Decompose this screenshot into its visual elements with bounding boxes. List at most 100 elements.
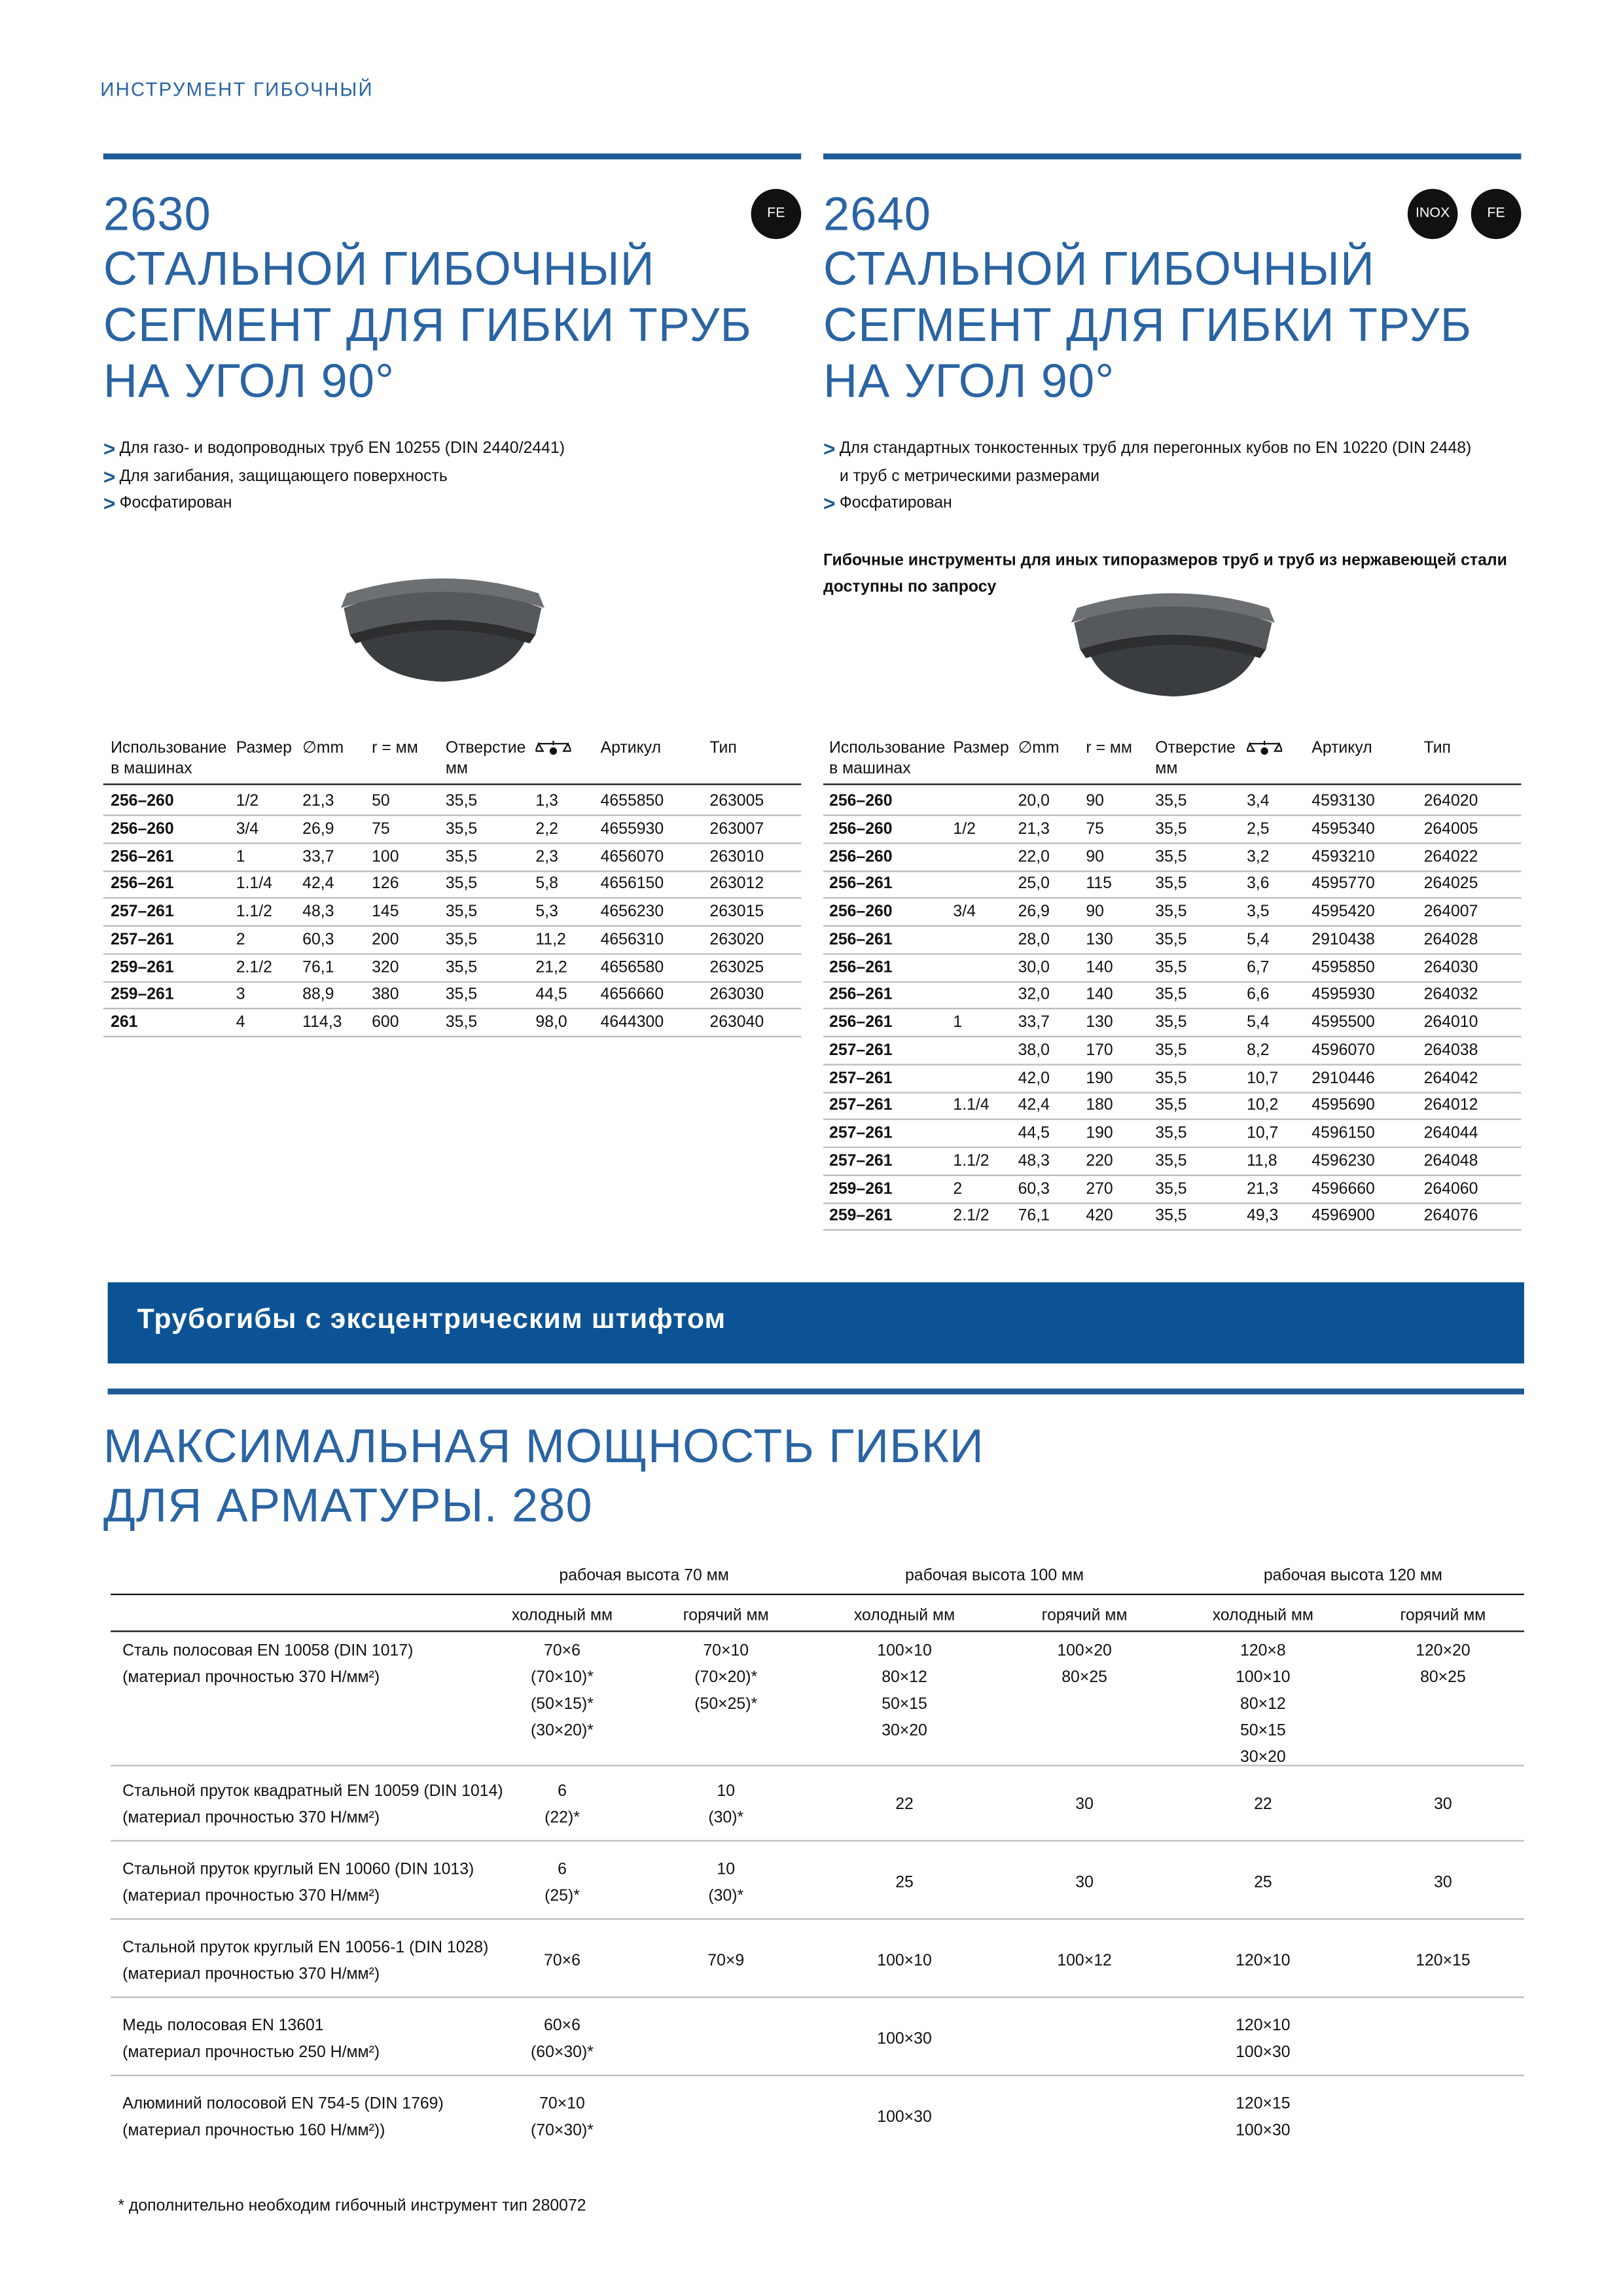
table-cell: 35,5 bbox=[445, 848, 478, 866]
header-rule bbox=[823, 783, 1522, 785]
row-rule bbox=[111, 2074, 1524, 2077]
table-cell: 75 bbox=[1086, 819, 1104, 838]
table-cell: 3,5 bbox=[1247, 903, 1270, 921]
table-cell: 4656580 bbox=[600, 958, 664, 977]
table-cell: 10,2 bbox=[1247, 1096, 1279, 1115]
row-rule bbox=[103, 842, 802, 844]
table-cell: 3,6 bbox=[1247, 875, 1270, 893]
table-cell: 35,5 bbox=[445, 958, 478, 977]
row-rule bbox=[103, 870, 802, 872]
cell: 80×25 bbox=[1420, 1668, 1466, 1687]
row-rule bbox=[823, 897, 1522, 899]
product-title: СТАЛЬНОЙ ГИБОЧНЫЙ bbox=[103, 242, 655, 295]
product-code: 2640 bbox=[823, 187, 932, 241]
table-cell: 263007 bbox=[709, 819, 764, 838]
table-cell: 263010 bbox=[709, 848, 764, 866]
table-cell: 22,0 bbox=[1018, 848, 1050, 866]
material: (материал прочностью 370 Н/мм²) bbox=[122, 1965, 380, 1984]
table-cell: 1,3 bbox=[535, 792, 558, 810]
row-rule bbox=[823, 842, 1522, 844]
table-cell: 3 bbox=[236, 986, 245, 1004]
cell: 30×20 bbox=[1240, 1748, 1286, 1767]
table-cell: 4596070 bbox=[1311, 1041, 1375, 1060]
cell: (70×20)* bbox=[694, 1668, 758, 1687]
table-header: r = мм bbox=[1086, 739, 1132, 757]
table-cell: 35,5 bbox=[445, 819, 478, 838]
table-cell: 180 bbox=[1086, 1096, 1113, 1115]
cell: 30×20 bbox=[882, 1722, 927, 1740]
table-cell: 4595420 bbox=[1311, 903, 1375, 921]
table-cell: 6,6 bbox=[1247, 986, 1270, 1004]
table-cell: 264010 bbox=[1423, 1013, 1478, 1031]
row-rule bbox=[103, 925, 802, 927]
material: (материал прочностью 160 Н/мм²)) bbox=[122, 2122, 385, 2140]
table-cell: 4655930 bbox=[600, 819, 664, 838]
header-rule bbox=[111, 1593, 1524, 1596]
rule bbox=[103, 153, 802, 160]
bullet-marker: > bbox=[823, 437, 836, 461]
table-cell: 220 bbox=[1086, 1152, 1113, 1170]
cell: 70×6 bbox=[544, 1642, 580, 1660]
table-cell: 35,5 bbox=[1155, 1041, 1187, 1060]
table-cell: 10,7 bbox=[1247, 1124, 1279, 1143]
table-cell: 76,1 bbox=[302, 958, 334, 977]
table-cell: 2 bbox=[236, 931, 245, 949]
bullet-text: Для газо- и водопроводных труб EN 10255 … bbox=[119, 439, 565, 457]
table-cell: 1/2 bbox=[953, 819, 976, 838]
table-cell: 90 bbox=[1086, 848, 1104, 866]
table-cell: 35,5 bbox=[1155, 1207, 1187, 1225]
table-cell: 259–261 bbox=[111, 986, 174, 1004]
cell: 100×30 bbox=[877, 2030, 932, 2049]
table-cell: 200 bbox=[372, 931, 399, 949]
row-rule bbox=[103, 980, 802, 982]
banner-bg bbox=[107, 1282, 1524, 1364]
row-rule bbox=[111, 1918, 1524, 1920]
table-cell: 2,3 bbox=[535, 848, 558, 866]
table-cell: 5,3 bbox=[535, 903, 558, 921]
table-cell: 263020 bbox=[709, 931, 764, 949]
table-cell: 380 bbox=[372, 986, 399, 1004]
table-cell: 2 bbox=[953, 1179, 963, 1198]
table-cell: 90 bbox=[1086, 792, 1104, 810]
table-cell: 256–261 bbox=[829, 1013, 893, 1031]
bullet-text: Фосфатирован bbox=[839, 494, 952, 512]
table-cell: 21,3 bbox=[1018, 819, 1050, 838]
table-cell: 263005 bbox=[709, 792, 764, 810]
table-cell: 114,3 bbox=[302, 1013, 342, 1031]
cell: (60×30)* bbox=[531, 2043, 594, 2062]
cell: 6 bbox=[558, 1782, 567, 1801]
table-cell: 50 bbox=[372, 792, 390, 810]
table-cell: 35,5 bbox=[445, 903, 478, 921]
row-rule bbox=[823, 1091, 1522, 1093]
table-cell: 170 bbox=[1086, 1041, 1113, 1060]
cell: 22 bbox=[1254, 1795, 1272, 1814]
cell: 100×30 bbox=[1236, 2122, 1291, 2140]
row-rule bbox=[823, 1202, 1522, 1204]
row-rule bbox=[823, 1229, 1522, 1231]
cell: 100×30 bbox=[877, 2108, 932, 2126]
table-cell: 257–261 bbox=[829, 1124, 893, 1143]
table-header: Размер bbox=[236, 739, 292, 757]
material: (материал прочностью 370 Н/мм²) bbox=[122, 1668, 380, 1687]
table-cell: 35,5 bbox=[1155, 792, 1187, 810]
cell: 50×15 bbox=[882, 1695, 927, 1713]
table-cell: 256–261 bbox=[829, 958, 893, 977]
table-cell: 4593210 bbox=[1311, 848, 1375, 866]
cell: 100×12 bbox=[1057, 1952, 1112, 1970]
cell: 70×6 bbox=[544, 1952, 580, 1970]
table-cell: 1.1/4 bbox=[953, 1096, 990, 1115]
table-cell: 264030 bbox=[1423, 958, 1478, 977]
table-cell: 60,3 bbox=[302, 931, 334, 949]
table-cell: 1.1/2 bbox=[953, 1152, 990, 1170]
table-cell: 263040 bbox=[709, 1013, 764, 1031]
table-cell: 5,8 bbox=[535, 875, 558, 893]
table-cell: 11,8 bbox=[1247, 1152, 1277, 1170]
cell: 100×20 bbox=[1057, 1642, 1112, 1660]
table-cell: 256–260 bbox=[111, 819, 174, 838]
table-cell: 600 bbox=[372, 1013, 399, 1031]
table-header: Тип bbox=[1423, 739, 1451, 757]
table-cell: 10,7 bbox=[1247, 1069, 1279, 1087]
table-cell: 256–260 bbox=[829, 819, 893, 838]
table-cell: 4595930 bbox=[1311, 986, 1375, 1004]
bullet-marker: > bbox=[103, 437, 116, 461]
